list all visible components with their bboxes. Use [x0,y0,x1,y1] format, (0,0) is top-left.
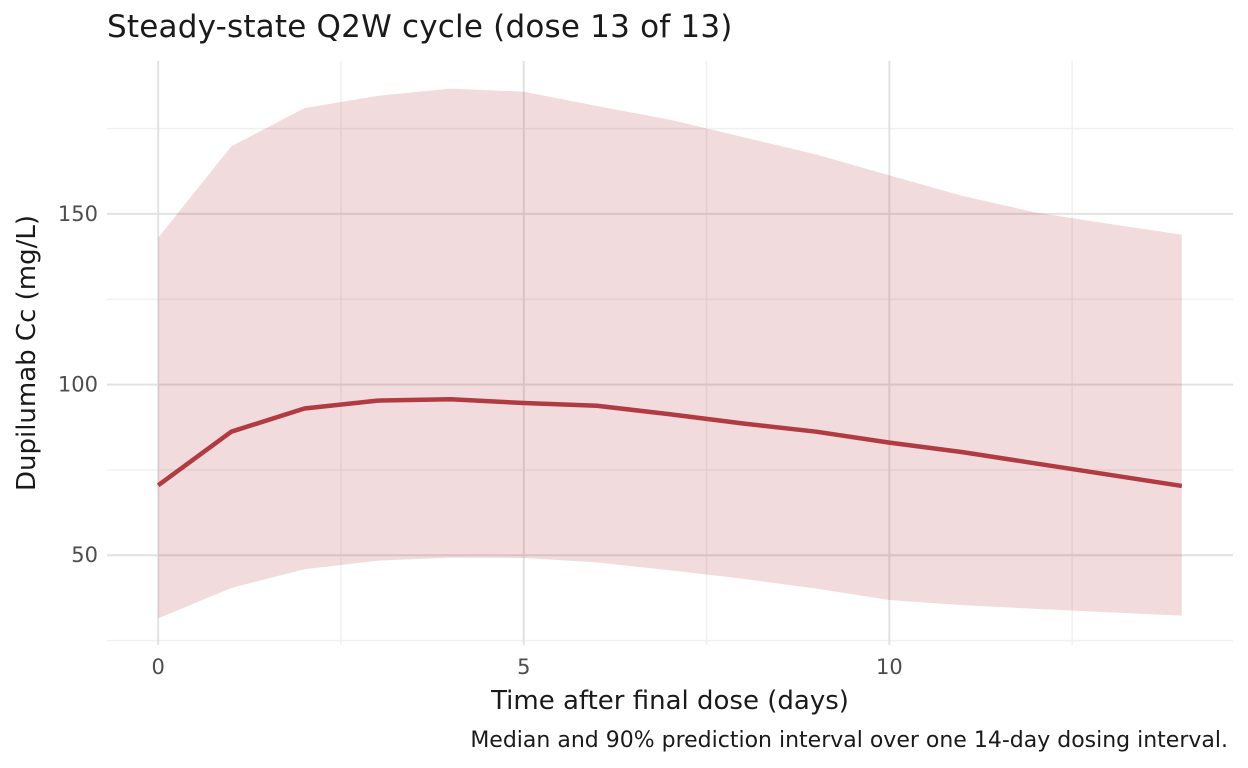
x-tick-label: 0 [151,655,164,679]
y-tick-label: 150 [58,202,98,226]
median-line [156,396,1183,489]
y-tick-label: 50 [71,543,98,567]
y-tick-label: 100 [58,373,98,397]
x-tick-label: 5 [517,655,530,679]
x-axis-title: Time after final dose (days) [491,686,849,716]
prediction-interval-ribbon [158,88,1182,619]
chart-title: Steady-state Q2W cycle (dose 13 of 13) [107,9,733,45]
chart-caption: Median and 90% prediction interval over … [470,728,1228,753]
y-axis-title: Dupilumab Cc (mg/L) [12,214,42,492]
x-tick-label: 10 [876,655,903,679]
